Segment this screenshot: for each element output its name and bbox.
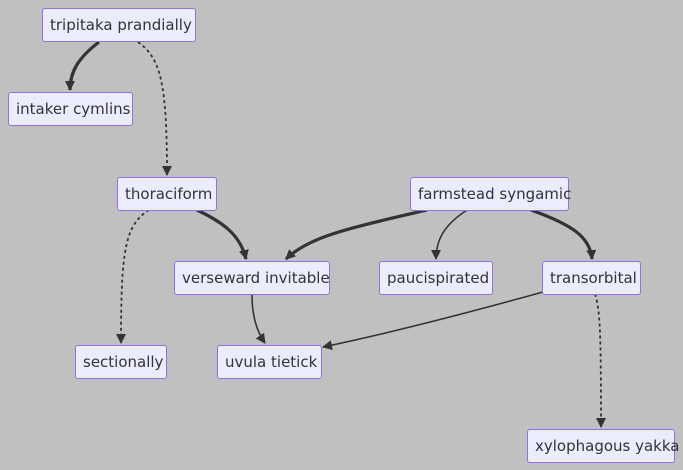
edge-thoraciform-to-verseward (196, 208, 249, 260)
edge-farmstead-to-paucispirated (431, 209, 468, 260)
edge-farmstead-to-transorbital (530, 208, 597, 260)
edge-tripitaka-to-thoraciform (137, 41, 172, 176)
node-intaker-cymlins[interactable]: intaker cymlins (8, 92, 133, 126)
edge-thoraciform-to-sectionally (116, 209, 150, 344)
node-transorbital[interactable]: transorbital (542, 261, 641, 295)
node-xylophagous-yakka[interactable]: xylophagous yakka (527, 429, 679, 463)
edge-transorbital-to-uvula (322, 291, 544, 351)
edge-transorbital-to-xylophagous (594, 293, 606, 428)
node-farmstead-syngamic[interactable]: farmstead syngamic (410, 177, 571, 211)
node-uvula-tietick[interactable]: uvula tietick (217, 345, 322, 379)
node-thoraciform[interactable]: thoraciform (117, 177, 217, 211)
node-sectionally[interactable]: sectionally (75, 345, 167, 379)
node-verseward-invitable[interactable]: verseward invitable (174, 261, 330, 295)
edge-verseward-to-uvula (251, 293, 266, 344)
edge-farmstead-to-verseward (284, 208, 428, 261)
node-tripitaka-prandially[interactable]: tripitaka prandially (42, 8, 196, 42)
edge-tripitaka-to-intaker (65, 40, 100, 91)
node-paucispirated[interactable]: paucispirated (379, 261, 493, 295)
